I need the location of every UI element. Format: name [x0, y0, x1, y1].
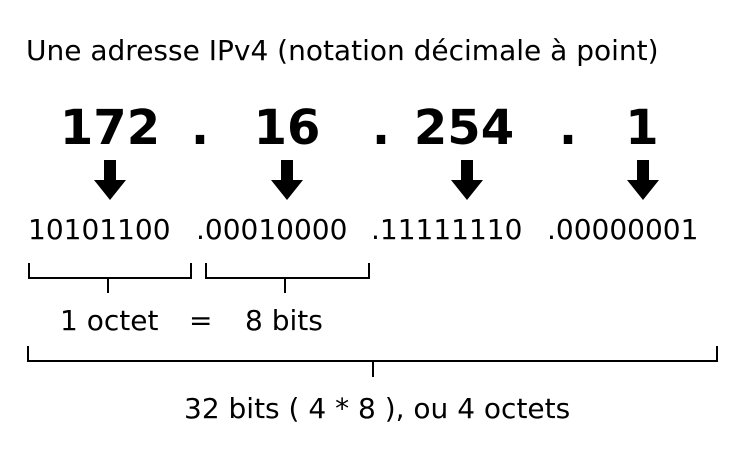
binary-octet-2: .00010000: [196, 213, 348, 246]
binary-octet-3: .11111110: [371, 213, 523, 246]
arrow-down-icon: [627, 160, 659, 200]
binary-octet-1: 10101100: [28, 213, 171, 246]
binary-octet-4: .00000001: [547, 213, 699, 246]
arrow-down-icon: [451, 160, 483, 200]
arrow-down-icon: [94, 160, 126, 200]
arrow-down-icon: [271, 160, 303, 200]
bracket-icon: [28, 263, 192, 293]
octet-label: 1 octet: [60, 304, 159, 337]
bracket-icon: [27, 346, 718, 377]
total-bits-label: 32 bits ( 4 * 8 ), ou 4 octets: [184, 392, 571, 425]
diagram-title: Une adresse IPv4 (notation décimale à po…: [26, 34, 659, 67]
bracket-icon: [205, 263, 370, 293]
decimal-separator-1: .: [190, 100, 210, 156]
decimal-octet-4: 1: [625, 100, 659, 156]
decimal-octet-1: 172: [59, 100, 161, 156]
decimal-separator-2: .: [371, 100, 391, 156]
equals-sign: =: [189, 304, 213, 337]
bits-label: 8 bits: [245, 304, 323, 337]
decimal-octet-3: 254: [413, 100, 515, 156]
decimal-octet-2: 16: [253, 100, 321, 156]
decimal-separator-3: .: [558, 100, 578, 156]
